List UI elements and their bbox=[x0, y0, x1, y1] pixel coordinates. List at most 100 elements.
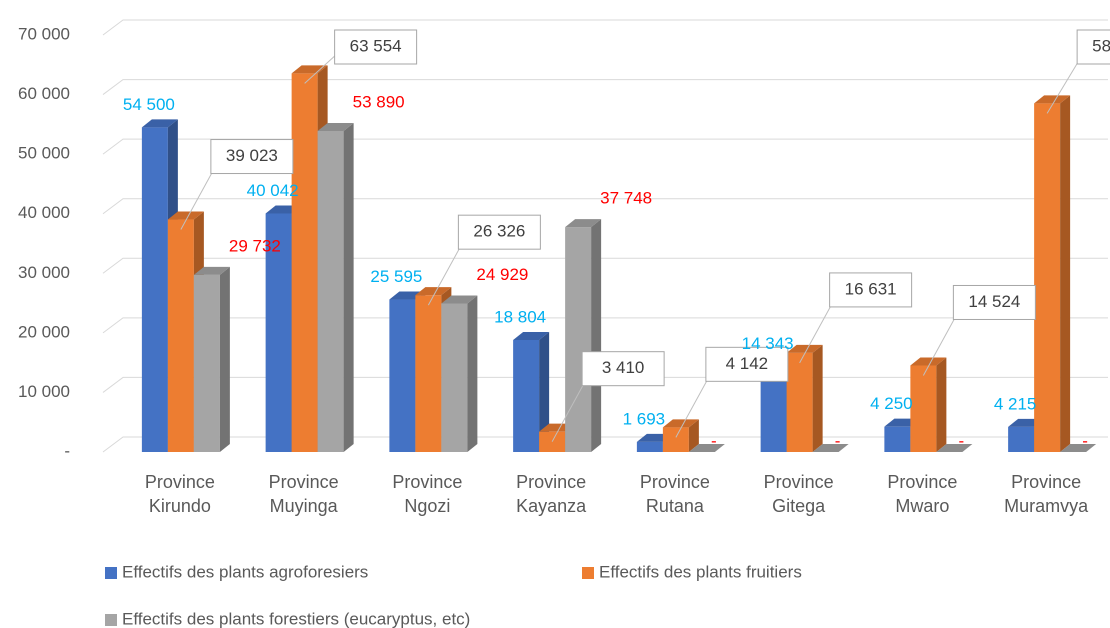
bar bbox=[513, 331, 550, 452]
x-tick-label: Province Rutana bbox=[639, 472, 710, 516]
data-label: 1 693 bbox=[623, 409, 666, 428]
bar-top bbox=[936, 444, 973, 452]
data-label: - bbox=[835, 431, 841, 450]
grid-line bbox=[102, 138, 1108, 155]
data-label: 29 732 bbox=[229, 236, 281, 255]
callout-box bbox=[457, 214, 541, 250]
bar-top bbox=[193, 266, 230, 275]
callout-box bbox=[334, 29, 418, 65]
bar-top bbox=[1060, 444, 1097, 452]
data-label: 16 631 bbox=[845, 279, 897, 298]
bar-front bbox=[317, 130, 344, 452]
bar bbox=[1060, 444, 1097, 452]
data-label: 14 524 bbox=[968, 292, 1020, 311]
callout-box bbox=[581, 351, 665, 387]
bar-front bbox=[565, 227, 592, 452]
data-label: 25 595 bbox=[370, 267, 422, 286]
bar-side bbox=[812, 344, 823, 452]
x-tick-label: Province Muramvya bbox=[1004, 472, 1089, 516]
x-tick-label: Province Kirundo bbox=[144, 472, 215, 516]
bar-top bbox=[662, 419, 699, 428]
bar-front bbox=[441, 303, 468, 452]
callout-box bbox=[952, 284, 1036, 320]
data-label: - bbox=[959, 431, 965, 450]
grid-line bbox=[102, 198, 1108, 215]
bar-front bbox=[1008, 426, 1035, 452]
legend-label: Effectifs des plants agroforesiers bbox=[122, 562, 368, 581]
data-label: 4 250 bbox=[870, 394, 913, 413]
data-label: 40 042 bbox=[247, 181, 299, 200]
data-label: 58 528 bbox=[1092, 36, 1110, 55]
bar bbox=[662, 419, 699, 452]
data-label: - bbox=[711, 431, 717, 450]
data-label: 14 343 bbox=[742, 334, 794, 353]
grid-line bbox=[102, 19, 1108, 36]
data-label: 4 215 bbox=[994, 394, 1037, 413]
data-label: 39 023 bbox=[226, 146, 278, 165]
bar-front bbox=[539, 431, 566, 452]
data-label: - bbox=[1082, 431, 1088, 450]
bar-front bbox=[662, 427, 689, 452]
y-tick-label: 50 000 bbox=[18, 144, 70, 163]
grid-line bbox=[102, 79, 1108, 95]
data-label: 54 500 bbox=[123, 95, 175, 114]
legend-swatch bbox=[105, 614, 117, 626]
bar-front bbox=[415, 295, 442, 452]
legend-label: Effectifs des plants forestiers (eucaryp… bbox=[122, 609, 470, 628]
bar-side bbox=[591, 219, 602, 452]
bar-top bbox=[513, 331, 550, 340]
data-label: 63 554 bbox=[350, 36, 402, 55]
data-label: 4 142 bbox=[726, 354, 769, 373]
bar-front bbox=[513, 339, 540, 452]
bar bbox=[936, 444, 973, 452]
bar bbox=[688, 444, 725, 452]
bar-front bbox=[389, 299, 416, 452]
y-tick-label: 60 000 bbox=[18, 84, 70, 103]
y-tick-label: 10 000 bbox=[18, 382, 70, 401]
y-tick-label: - bbox=[64, 441, 70, 460]
bar-top bbox=[565, 219, 602, 228]
data-label: 26 326 bbox=[473, 222, 525, 241]
bar-top bbox=[415, 287, 452, 296]
callout-box bbox=[705, 346, 789, 382]
callout-box bbox=[829, 272, 913, 308]
bar-side bbox=[936, 357, 947, 452]
bar-top bbox=[317, 122, 354, 131]
grid-line bbox=[102, 317, 1108, 334]
x-tick-label: Province Ngozi bbox=[392, 472, 463, 516]
bar-side bbox=[539, 331, 550, 452]
bar bbox=[565, 219, 602, 452]
bar-top bbox=[786, 344, 823, 353]
x-tick-label: Province Gitega bbox=[763, 472, 834, 516]
bar-front bbox=[636, 441, 663, 452]
bar-top bbox=[812, 444, 849, 452]
data-label: 37 748 bbox=[600, 189, 652, 208]
bar bbox=[812, 444, 849, 452]
bar-side bbox=[1060, 95, 1071, 453]
callout-box bbox=[210, 139, 294, 175]
bar-top bbox=[688, 444, 725, 452]
bar-front bbox=[291, 73, 318, 452]
bar-front bbox=[193, 274, 220, 452]
y-tick-label: 20 000 bbox=[18, 322, 70, 341]
bar-side bbox=[343, 122, 354, 452]
grid-line bbox=[102, 257, 1108, 274]
bar-front bbox=[786, 352, 813, 452]
bar-side bbox=[467, 295, 478, 452]
y-tick-label: 70 000 bbox=[18, 24, 70, 43]
legend-label: Effectifs des plants fruitiers bbox=[599, 562, 802, 581]
callout-box bbox=[1076, 29, 1110, 65]
data-label: 18 804 bbox=[494, 307, 546, 326]
bar-front bbox=[910, 365, 937, 452]
bar-top bbox=[910, 357, 947, 366]
bar-top bbox=[167, 211, 204, 220]
bar-front bbox=[167, 219, 194, 452]
legend-swatch bbox=[105, 567, 117, 579]
bar-side bbox=[219, 266, 230, 452]
x-tick-label: Province Kayanza bbox=[516, 472, 587, 516]
bar-front bbox=[1034, 103, 1061, 453]
bar bbox=[786, 344, 823, 452]
bar-front bbox=[884, 426, 911, 452]
